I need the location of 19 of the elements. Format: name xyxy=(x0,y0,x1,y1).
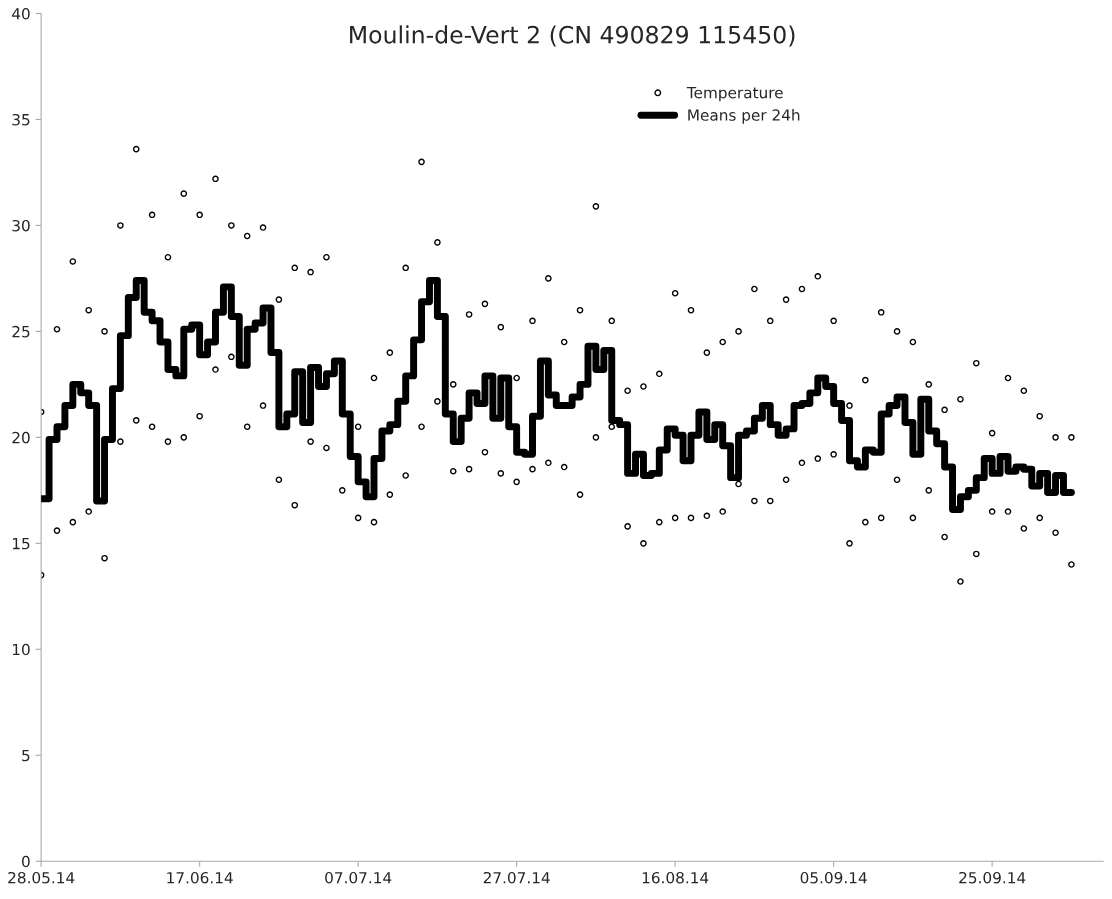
y-tick-label: 35 xyxy=(12,113,30,126)
legend-label: Means per 24h xyxy=(688,109,800,124)
legend-label: Temperature xyxy=(686,87,783,102)
x-tick-label: 25.09.14 xyxy=(959,871,1026,884)
x-tick-label: 17.06.14 xyxy=(167,871,233,884)
y-tick-label: 0 xyxy=(22,855,30,868)
x-tick-label: 05.09.14 xyxy=(800,871,867,884)
x-tick-label: 28.05.14 xyxy=(8,871,75,884)
y-tick-label: 10 xyxy=(12,643,30,656)
x-tick-label: 27.07.14 xyxy=(483,871,550,884)
y-tick-label: 30 xyxy=(12,219,30,232)
chart-title: Moulin-de-Vert 2 (CN 490829 115450) xyxy=(350,25,795,47)
y-tick-label: 25 xyxy=(12,325,30,338)
y-tick-label: 40 xyxy=(12,7,30,20)
x-tick-label: 16.08.14 xyxy=(642,871,709,884)
y-tick-label: 20 xyxy=(12,431,30,444)
y-tick-label: 5 xyxy=(22,749,30,762)
x-tick-label: 07.07.14 xyxy=(325,871,392,884)
y-tick-label: 15 xyxy=(12,538,30,550)
